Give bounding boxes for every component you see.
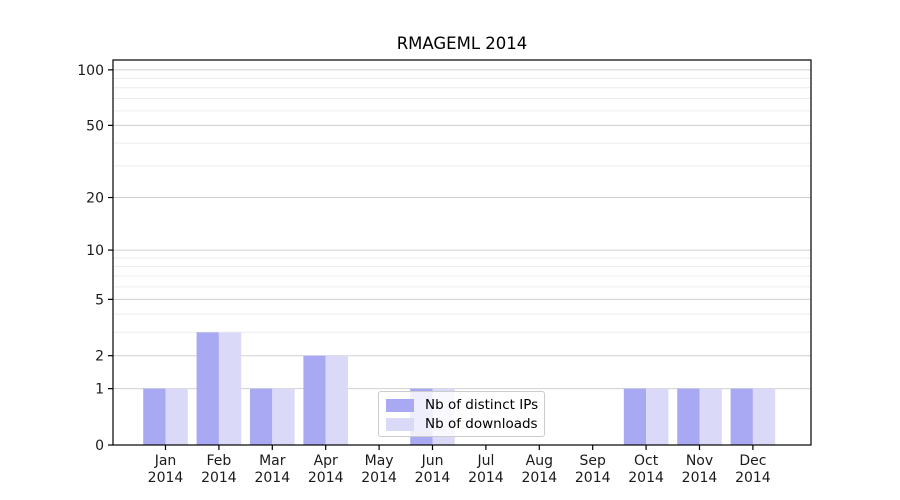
x-tick-label-year: 2014 — [201, 470, 237, 486]
bar-downloads-dec — [752, 388, 776, 445]
y-tick-label: 20 — [86, 191, 104, 207]
bar-downloads-jan — [165, 388, 188, 445]
x-tick-label-year: 2014 — [254, 470, 290, 486]
x-tick-label-month: Mar — [259, 453, 286, 469]
y-tick-label: 0 — [95, 438, 104, 454]
legend-item-distinct-ips: Nb of distinct IPs — [386, 397, 539, 413]
x-tick-label-year: 2014 — [735, 470, 771, 486]
legend-item-downloads: Nb of downloads — [386, 416, 538, 432]
x-tick-label-year: 2014 — [521, 470, 557, 486]
x-tick-label-month: May — [365, 453, 394, 469]
bar-downloads-feb — [218, 332, 242, 445]
x-tick-label-year: 2014 — [628, 470, 664, 486]
x-tick-label-year: 2014 — [415, 470, 451, 486]
x-tick-label-year: 2014 — [682, 470, 718, 486]
y-tick-label: 2 — [95, 349, 104, 365]
bar-downloads-nov — [699, 388, 722, 445]
y-tick-label: 1 — [95, 382, 104, 398]
bar-distinct-ips-mar — [250, 388, 273, 445]
bar-distinct-ips-jan — [143, 388, 166, 445]
legend: Nb of distinct IPs Nb of downloads — [378, 391, 545, 437]
y-tick-label: 5 — [95, 292, 104, 308]
x-tick-label-month: Aug — [526, 453, 553, 469]
plot-frame — [112, 59, 812, 446]
x-tick-label-month: Feb — [207, 453, 232, 469]
bar-distinct-ips-feb — [196, 332, 219, 445]
bar-distinct-ips-apr — [303, 355, 326, 445]
y-tick-label: 100 — [77, 63, 104, 79]
x-tick-label-year: 2014 — [148, 470, 184, 486]
bar-downloads-apr — [325, 355, 348, 445]
x-tick-label-year: 2014 — [575, 470, 611, 486]
y-tick-label: 10 — [86, 243, 104, 259]
x-tick-label-month: Jun — [421, 453, 444, 469]
bar-distinct-ips-nov — [677, 388, 700, 445]
x-tick-label-year: 2014 — [361, 470, 397, 486]
legend-label-distinct-ips: Nb of distinct IPs — [425, 397, 539, 413]
legend-swatch-downloads-icon — [386, 417, 414, 431]
x-tick-label-month: Apr — [314, 453, 338, 469]
x-tick-label-month: Dec — [739, 453, 766, 469]
bar-downloads-mar — [272, 388, 295, 445]
bar-downloads-oct — [646, 388, 669, 445]
bar-distinct-ips-dec — [730, 388, 753, 445]
y-tick-label: 50 — [86, 118, 104, 134]
legend-swatch-distinct-ips-icon — [386, 398, 414, 412]
x-tick-label-month: Sep — [580, 453, 607, 469]
x-tick-label-year: 2014 — [468, 470, 504, 486]
x-tick-label-month: Oct — [634, 453, 659, 469]
x-tick-label-month: Jan — [154, 453, 177, 469]
chart-title: RMAGEML 2014 — [396, 34, 528, 53]
x-tick-label-year: 2014 — [308, 470, 344, 486]
x-tick-label-month: Jul — [476, 453, 494, 469]
legend-label-downloads: Nb of downloads — [425, 416, 538, 432]
x-tick-label-month: Nov — [686, 453, 713, 469]
bar-distinct-ips-oct — [623, 388, 647, 445]
